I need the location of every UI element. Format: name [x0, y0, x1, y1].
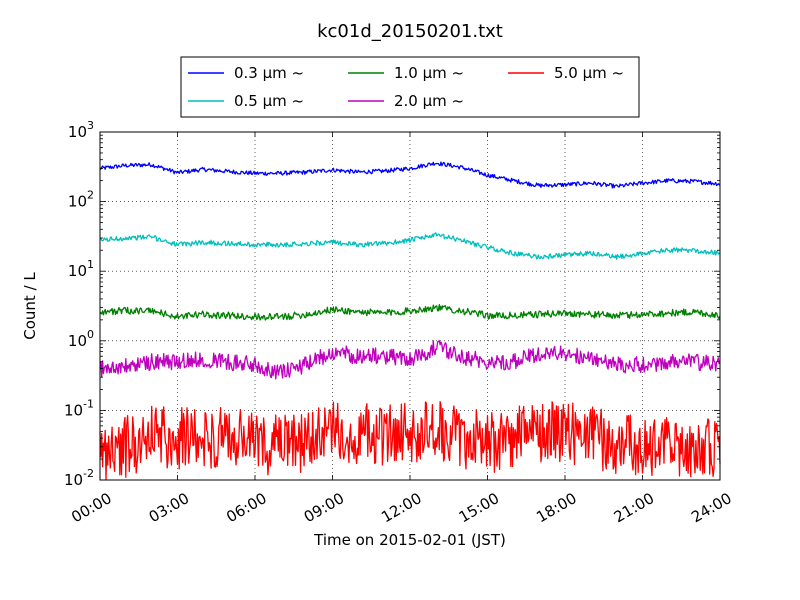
- legend: 0.3 μm ~ 0.5 μm ~ 1.0 μm ~ 2.0 μm ~ 5.0 μm ~: [180, 56, 640, 118]
- series-line: [99, 232, 721, 260]
- legend-label: 5.0 μm ~: [554, 64, 624, 82]
- x-axis-label: Time on 2015-02-01 (JST): [313, 531, 506, 549]
- y-tick-label: 101: [68, 258, 94, 280]
- legend-label: 0.3 μm ~: [234, 64, 304, 82]
- legend-label: 1.0 μm ~: [394, 64, 464, 82]
- series-line: [99, 161, 721, 189]
- series-line: [99, 340, 721, 380]
- legend-box: [180, 56, 640, 118]
- y-tick-labels: 10-2 10-1 100 101 102 103: [64, 119, 94, 489]
- axis-ticks: [99, 131, 721, 481]
- series-line: [99, 303, 721, 321]
- y-axis-label: Count / L: [21, 272, 39, 340]
- y-tick-label: 102: [68, 189, 94, 211]
- legend-label: 2.0 μm ~: [394, 92, 464, 110]
- series-layer: [99, 161, 721, 481]
- grid: [100, 132, 720, 480]
- y-tick-label: 10-1: [64, 397, 94, 419]
- y-tick-label: 100: [68, 328, 94, 350]
- series-line: [99, 401, 721, 481]
- y-tick-label: 10-2: [64, 467, 94, 489]
- chart-title: kc01d_20150201.txt: [317, 21, 503, 42]
- y-tick-label: 103: [68, 119, 94, 141]
- legend-label: 0.5 μm ~: [234, 92, 304, 110]
